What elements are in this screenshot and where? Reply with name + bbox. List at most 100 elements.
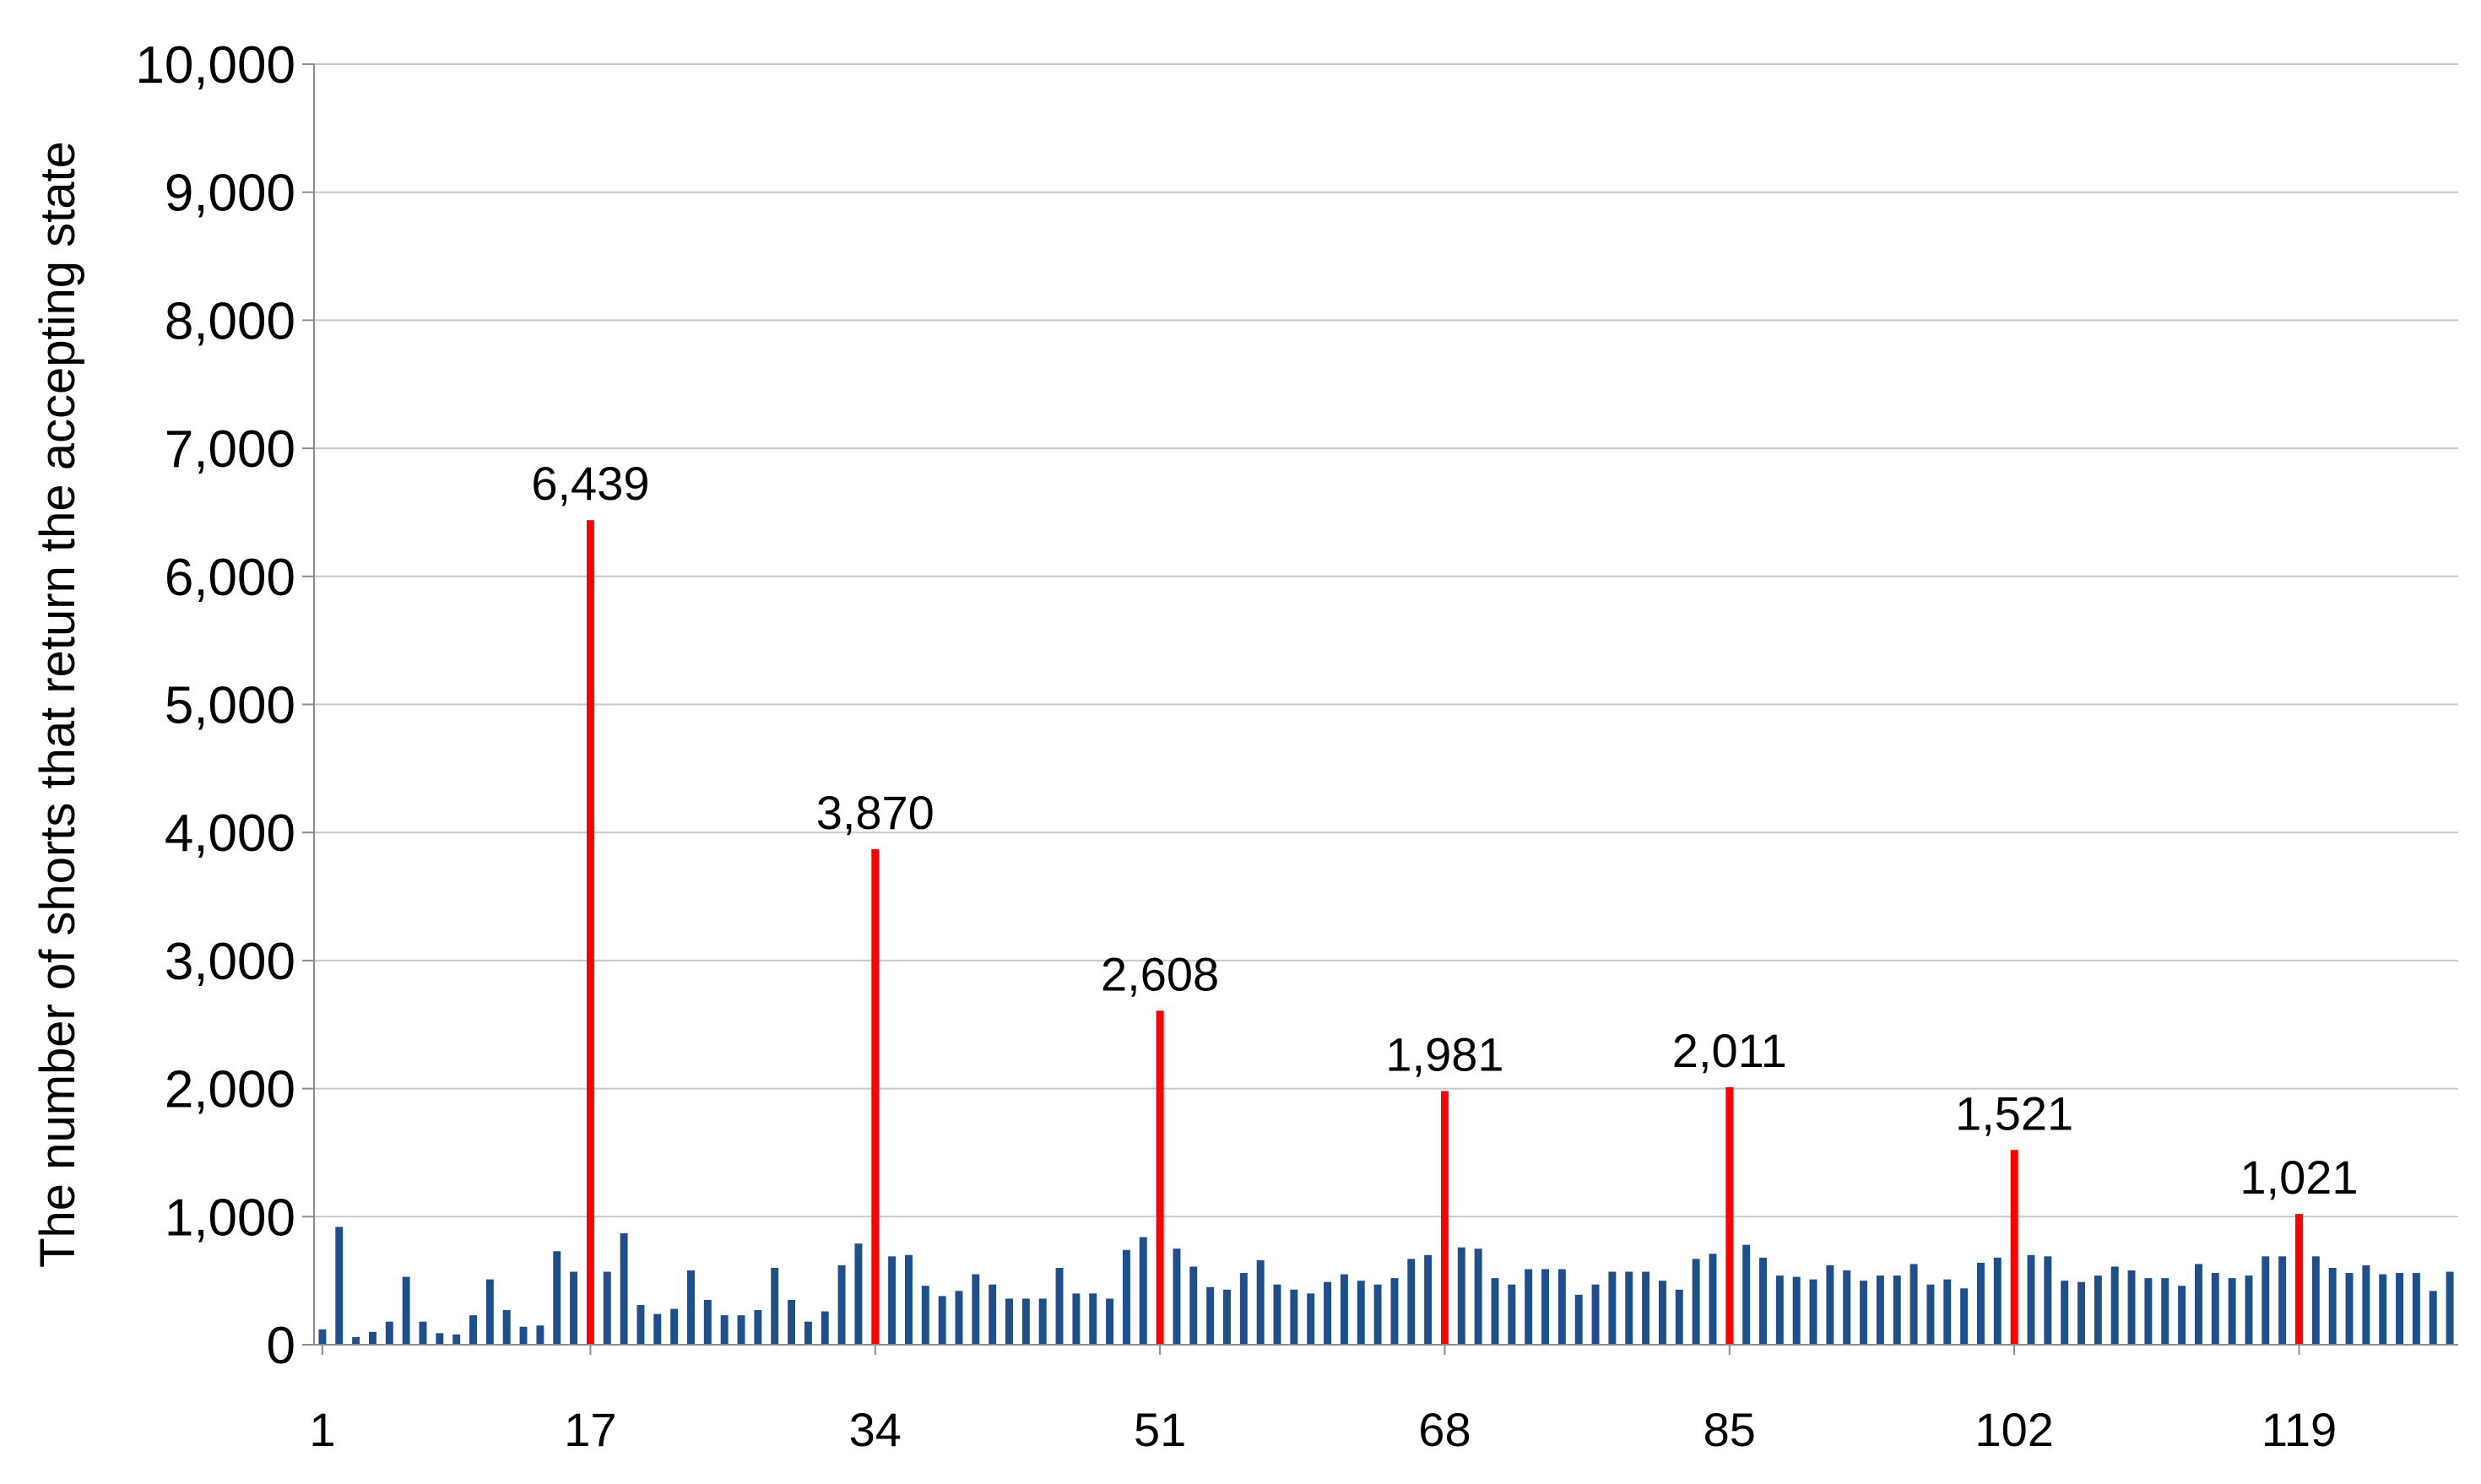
bar [1675, 1289, 1683, 1345]
bar [955, 1291, 963, 1345]
bar [1508, 1284, 1516, 1345]
bar [1692, 1259, 1700, 1345]
bar [2362, 1265, 2370, 1345]
bar [2110, 1266, 2119, 1345]
bar [1106, 1298, 1114, 1345]
bar [536, 1325, 544, 1345]
x-tick-label: 17 [564, 1403, 616, 1456]
bar [737, 1315, 745, 1345]
bar [854, 1243, 863, 1345]
bar [2278, 1256, 2287, 1345]
y-tick-label: 7,000 [165, 420, 295, 479]
y-tick-label: 3,000 [165, 933, 295, 991]
x-tick-labels: 1 17 34 51 68 85 102 119 [309, 1345, 2337, 1456]
bar [653, 1313, 662, 1345]
bar [1910, 1264, 1918, 1345]
highlighted-bar [1156, 1010, 1164, 1345]
bar [938, 1296, 946, 1345]
bar [1775, 1275, 1784, 1345]
x-tick-label: 85 [1704, 1403, 1756, 1456]
bar [2228, 1278, 2236, 1345]
highlighted-bar [871, 848, 880, 1345]
bar [436, 1333, 444, 1345]
x-tick-label: 102 [1975, 1403, 2053, 1456]
bar [1189, 1266, 1198, 1345]
bar [1324, 1281, 1332, 1345]
bar [452, 1334, 461, 1345]
bar [603, 1271, 611, 1345]
bar [1357, 1281, 1365, 1345]
highlighted-bar [586, 520, 594, 1345]
bar [1574, 1294, 1583, 1345]
bar [469, 1315, 477, 1345]
bars [318, 520, 2454, 1345]
bar [1122, 1249, 1130, 1345]
bar [1541, 1269, 1549, 1345]
data-labels: 6,439 3,870 2,608 1,981 2,011 1,521 1,021 [531, 457, 2358, 1204]
bar [1424, 1254, 1433, 1345]
bar [921, 1286, 929, 1345]
bar [1860, 1281, 1868, 1345]
bar [2245, 1275, 2253, 1345]
x-tick-label: 51 [1134, 1403, 1186, 1456]
bar [788, 1299, 796, 1345]
bar [1843, 1270, 1851, 1345]
bar [1038, 1298, 1047, 1345]
bar [821, 1311, 829, 1345]
bar [1625, 1271, 1633, 1345]
y-tick-label: 0 [267, 1317, 295, 1375]
x-tick-label: 68 [1418, 1403, 1471, 1456]
bar [1742, 1244, 1751, 1345]
bar [1273, 1284, 1281, 1345]
y-tick-label: 8,000 [165, 292, 295, 350]
y-axis-label: The number of shorts that return the acc… [30, 141, 85, 1268]
bar [2094, 1275, 2102, 1345]
bar [1557, 1269, 1566, 1345]
bar [519, 1326, 528, 1345]
bar [1072, 1293, 1081, 1345]
bar [2311, 1256, 2320, 1345]
bar [804, 1321, 812, 1345]
y-tick-labels: 0 1,000 2,000 3,000 4,000 5,000 6,000 7,000 8,00… [135, 36, 295, 1375]
bar [2262, 1256, 2270, 1345]
axes [313, 64, 2458, 1346]
bar [419, 1321, 427, 1345]
bar [1206, 1286, 1215, 1345]
data-label: 1,021 [2240, 1151, 2358, 1204]
bar [2379, 1274, 2387, 1345]
highlighted-bar [2295, 1214, 2303, 1345]
bar [1809, 1279, 1817, 1345]
bar [888, 1256, 897, 1345]
bar [485, 1279, 494, 1345]
bar [2194, 1264, 2202, 1345]
bar [570, 1271, 578, 1345]
bar [402, 1276, 410, 1345]
gridlines [302, 63, 2458, 1346]
y-tick-label: 4,000 [165, 804, 295, 863]
highlighted-bar [1725, 1086, 1734, 1345]
y-tick-label: 5,000 [165, 677, 295, 735]
bar [553, 1251, 561, 1345]
bar [1474, 1248, 1482, 1345]
bar [2178, 1286, 2186, 1345]
bar [670, 1308, 679, 1345]
bar [1256, 1259, 1265, 1345]
data-label: 1,521 [1955, 1086, 2073, 1140]
bar [1608, 1271, 1617, 1345]
bar [335, 1227, 344, 1345]
highlighted-bar [2010, 1150, 2018, 1345]
bar [1826, 1265, 1834, 1345]
bar [904, 1254, 913, 1345]
bar [1089, 1293, 1097, 1345]
bar [703, 1299, 712, 1345]
bar [1491, 1278, 1499, 1345]
bar [2127, 1270, 2136, 1345]
bar [720, 1315, 729, 1345]
bar [368, 1331, 376, 1345]
bar [1709, 1254, 1717, 1345]
bar [1340, 1274, 1348, 1345]
bar [1021, 1298, 1030, 1345]
bar [502, 1310, 511, 1345]
bar [637, 1304, 645, 1345]
